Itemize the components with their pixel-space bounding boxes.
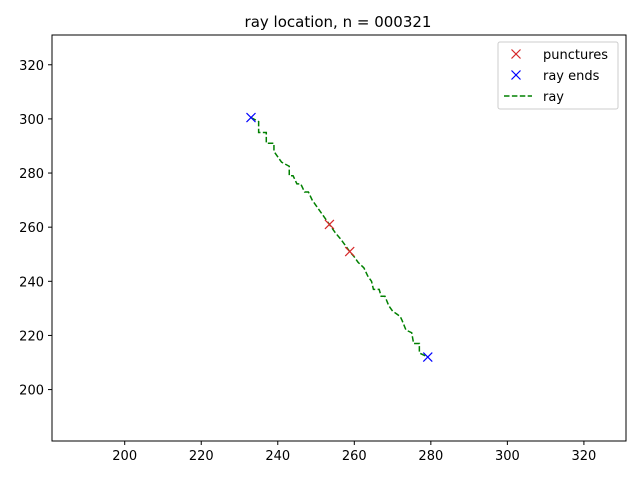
y-tick-label: 260 xyxy=(19,221,44,236)
ray-ends-marker xyxy=(422,352,433,363)
legend-punctures-marker-stroke-b xyxy=(511,49,521,59)
ray-ends-marker xyxy=(246,112,256,123)
punctures-marker xyxy=(324,219,335,230)
x-axis: 200 220 240 260 280 300 320 xyxy=(112,441,596,464)
legend: punctures ray ends ray xyxy=(497,41,619,110)
series-layer xyxy=(246,112,433,363)
punctures-marker xyxy=(344,246,355,257)
punctures-marker-stroke-b xyxy=(324,219,335,230)
plot-frame xyxy=(51,34,627,442)
ray-ends-marker-stroke-b xyxy=(422,352,433,363)
legend-box xyxy=(497,41,619,110)
legend-punctures-marker xyxy=(511,49,521,59)
y-tick-label: 200 xyxy=(19,384,44,399)
x-tick-label: 320 xyxy=(571,449,596,464)
legend-label-ray: ray xyxy=(543,90,564,105)
punctures-marker-stroke-b xyxy=(344,246,355,257)
legend-label-ray-ends: ray ends xyxy=(543,69,600,84)
y-tick-label: 320 xyxy=(19,59,44,74)
x-tick-label: 200 xyxy=(112,449,137,464)
x-tick-label: 300 xyxy=(495,449,520,464)
x-tick-label: 280 xyxy=(418,449,443,464)
y-axis: 200 220 240 260 280 300 320 xyxy=(19,59,52,399)
y-tick-label: 300 xyxy=(19,113,44,128)
y-tick-label: 280 xyxy=(19,167,44,182)
y-tick-label: 240 xyxy=(19,275,44,290)
ray-ends-marker-stroke-b xyxy=(246,112,256,123)
legend-ray-ends-marker-stroke-b xyxy=(511,70,521,80)
legend-label-punctures: punctures xyxy=(543,48,608,63)
x-tick-label: 260 xyxy=(342,449,367,464)
ray-line xyxy=(250,116,429,358)
x-tick-label: 220 xyxy=(189,449,214,464)
y-tick-label: 220 xyxy=(19,329,44,344)
legend-ray-ends-marker xyxy=(511,70,521,80)
chart-title: ray location, n = 000321 xyxy=(245,13,432,31)
x-tick-label: 240 xyxy=(265,449,290,464)
